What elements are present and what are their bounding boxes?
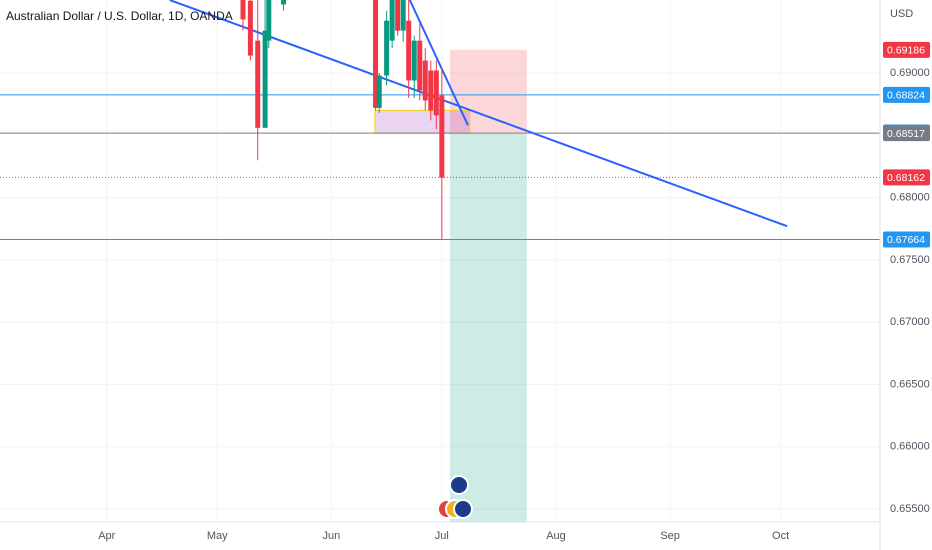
y-tick-label: 0.66500 [890,378,930,390]
x-tick-label: Apr [98,530,115,542]
x-tick-label: Aug [546,530,566,542]
candle-body [373,0,379,108]
candle-body [428,70,434,111]
price-label: 0.67664 [887,234,925,246]
candle-body [422,60,428,101]
candle-body [384,20,390,76]
price-label: 0.68824 [887,90,925,102]
candle-body [439,95,445,178]
price-label: 0.68517 [887,128,925,140]
candle-body [266,0,272,41]
y-tick-label: 0.69000 [890,67,930,79]
candle-body [240,0,246,20]
x-tick-label: Sep [660,530,680,542]
price-label-bg [883,125,930,142]
price-label-bg [883,86,930,103]
candle-body [255,40,261,128]
x-tick-label: May [207,530,228,542]
candle-body [262,30,268,128]
y-tick-label: 0.68000 [890,191,930,203]
candle-body [247,0,253,56]
candle-body [281,0,287,5]
candle-body [395,0,401,31]
y-tick-label: 0.66000 [890,441,930,453]
chart-title: Australian Dollar / U.S. Dollar, 1D, OAN… [6,9,233,23]
trendline [408,0,469,126]
candle-body [400,0,406,31]
candle-body [389,0,395,41]
price-label-bg [883,231,930,248]
price-label-bg [883,169,930,186]
x-tick-label: Oct [772,530,789,542]
currency: USD [890,8,913,20]
plot [0,0,880,522]
trendline [169,0,788,228]
y-tick-label: 0.65500 [890,503,930,515]
candle-body [433,70,439,116]
y-tick-label: 0.67500 [890,254,930,266]
axes: 0.65500 0.66000 0.66500 0.67000 0.67500 0.680… [98,41,930,542]
target-zone [449,133,527,522]
candle-body [406,20,412,81]
price-label-bg [883,41,930,58]
candle-body [417,40,423,91]
candle-body [376,75,382,108]
stop-zone [449,49,527,134]
event-icons [437,475,473,519]
x-tick-label: Jun [323,530,341,542]
x-tick-label: Jul [435,530,449,542]
candle-body [411,40,417,81]
price-label: 0.69186 [887,45,925,57]
zone [374,109,471,134]
y-tick-label: 0.67000 [890,316,930,328]
price-label: 0.68162 [887,172,925,184]
